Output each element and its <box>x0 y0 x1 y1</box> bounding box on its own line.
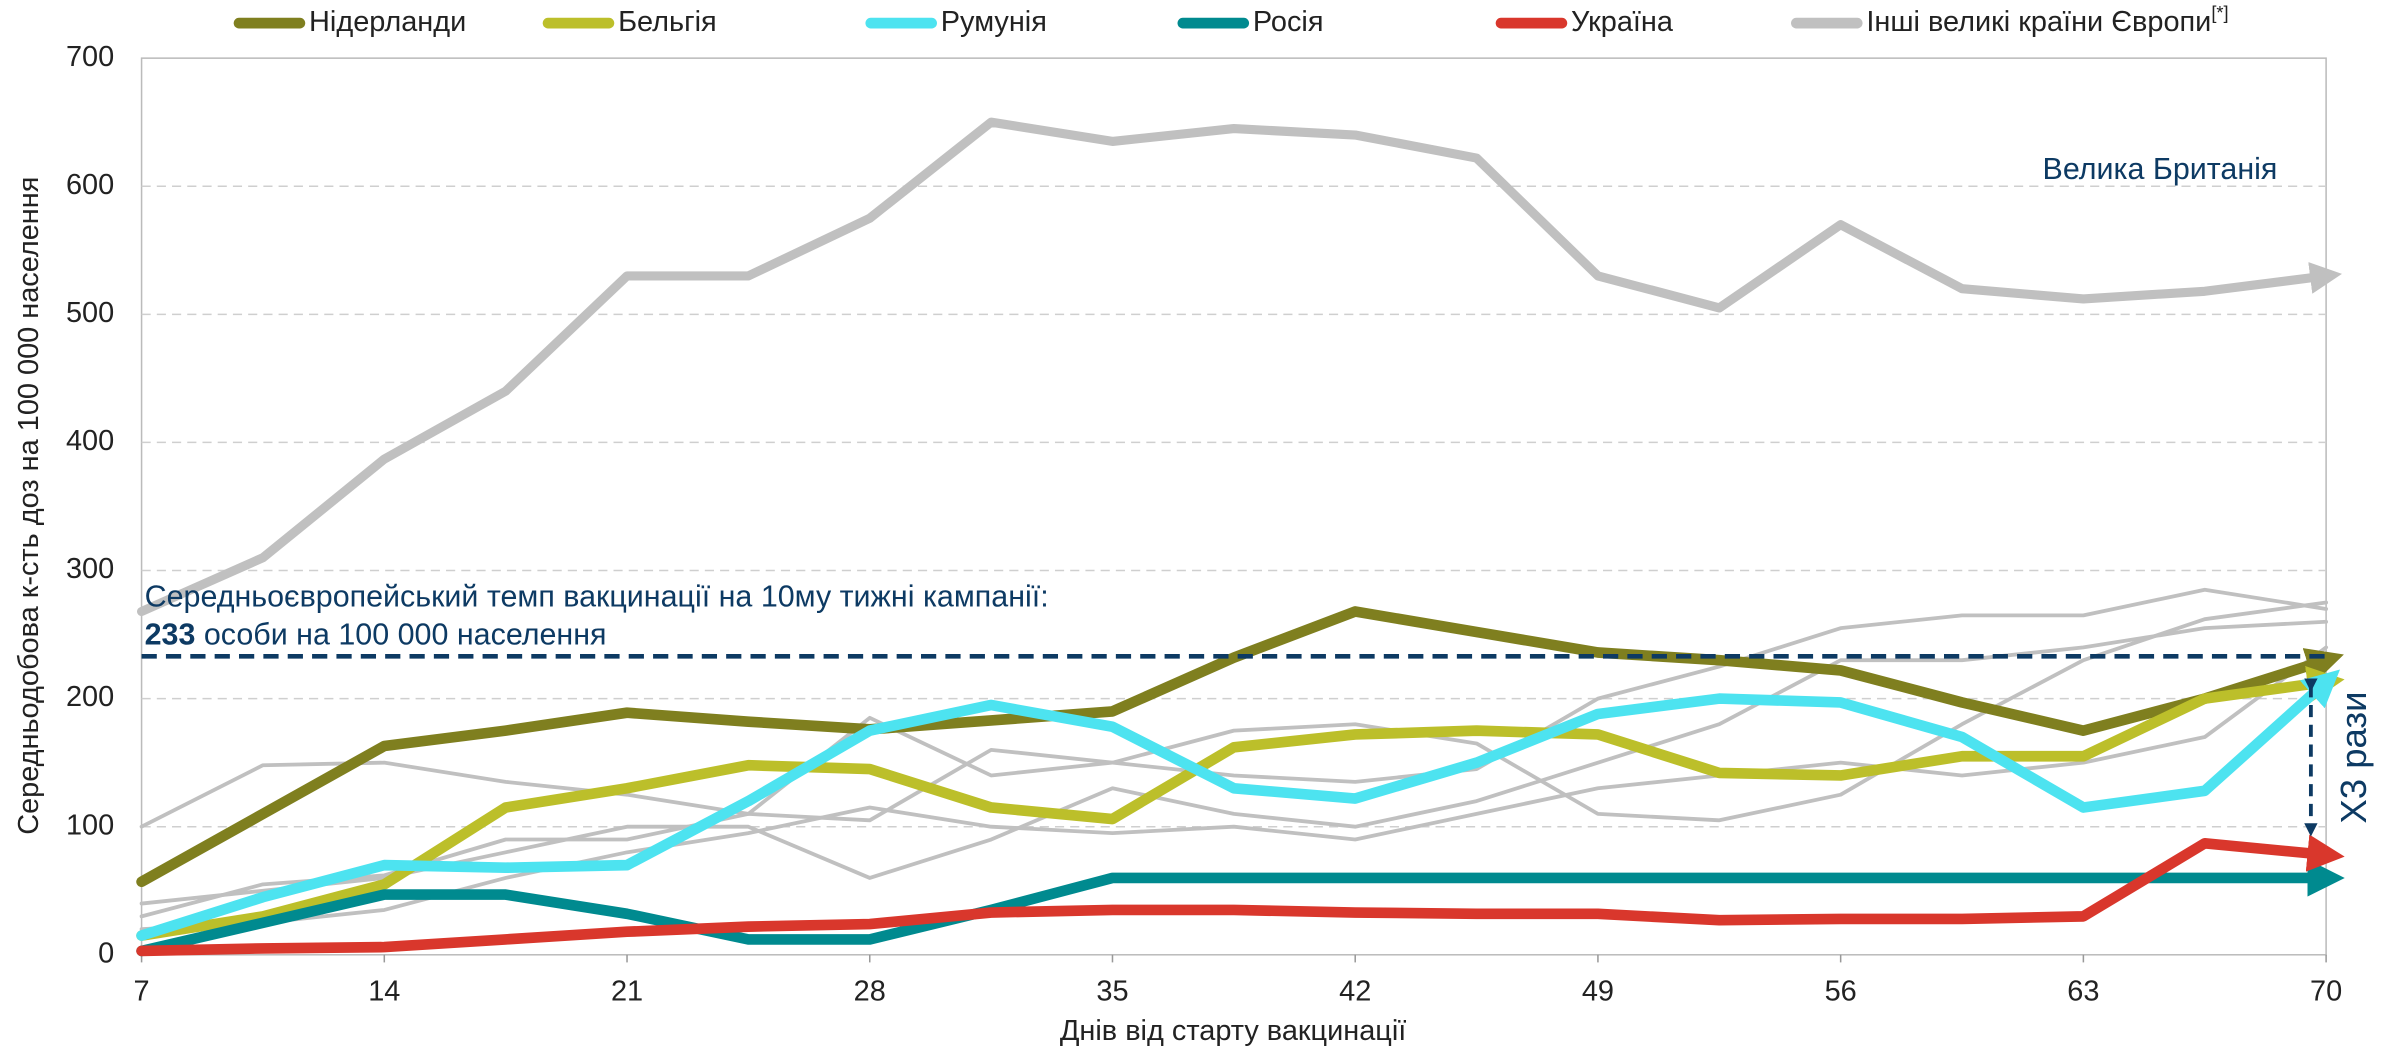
x-tick-label: 56 <box>1825 975 1857 1007</box>
series-line <box>136 669 2340 941</box>
legend-label: Румунія <box>941 6 1047 38</box>
series-label: Велика Британія <box>2043 152 2278 186</box>
y-tick-label: 100 <box>66 809 114 841</box>
legend-label: Росія <box>1253 6 1324 38</box>
x-tick-label: 28 <box>854 975 886 1007</box>
x-tick-label: 21 <box>611 975 643 1007</box>
x-tick-label: 70 <box>2310 975 2342 1007</box>
x-tick-label: 49 <box>1582 975 1614 1007</box>
y-tick-label: 0 <box>98 937 114 969</box>
y-axis-title: Середньодобова к-сть доз на 100 000 насе… <box>13 177 45 835</box>
ratio-annotation: Х3 рази <box>2333 691 2374 823</box>
reference-value: 233 <box>145 618 196 652</box>
legend-name: Румунія <box>941 6 1047 38</box>
x-tick-label: 7 <box>134 975 150 1007</box>
legend-label: Інші великі країни Європи[*] <box>1866 2 2228 38</box>
x-axis-title: Днів від старту вакцинації <box>1060 1015 1406 1047</box>
y-tick-label: 500 <box>66 297 114 329</box>
legend-name: Україна <box>1571 6 1674 38</box>
series-line <box>139 619 2329 906</box>
series-line <box>136 606 2344 888</box>
reference-value-text: 233 особи на 100 000 населення <box>145 618 607 652</box>
reference-text: Середньоєвропейський темп вакцинації на … <box>145 580 1049 614</box>
x-tick-label: 35 <box>1096 975 1128 1007</box>
legend-name: Росія <box>1253 6 1324 38</box>
legend-label: Нідерланди <box>309 6 466 38</box>
series-line <box>136 666 2345 941</box>
legend-name: Інші великі країни Європи <box>1866 6 2211 38</box>
legend-name: Бельгія <box>618 6 717 38</box>
series-line <box>136 859 2345 957</box>
y-tick-label: 600 <box>66 169 114 201</box>
series-line <box>136 834 2345 957</box>
y-tick-label: 700 <box>66 41 114 73</box>
legend-note: [*] <box>2211 2 2228 23</box>
reference-suffix: особи на 100 000 населення <box>204 618 607 652</box>
series-line <box>139 587 2329 919</box>
plot-frame <box>140 57 2327 956</box>
series-line <box>139 600 2329 829</box>
x-tick-label: 42 <box>1339 975 1371 1007</box>
x-tick-label: 63 <box>2067 975 2099 1007</box>
legend-name: Нідерланди <box>309 6 466 38</box>
legend-label: Бельгія <box>618 6 717 38</box>
y-tick-label: 200 <box>66 681 114 713</box>
legend-label: Україна <box>1571 6 1674 38</box>
y-tick-label: 300 <box>66 553 114 585</box>
series-line <box>137 117 2342 617</box>
x-tick-label: 14 <box>368 975 400 1007</box>
y-tick-label: 400 <box>66 425 114 457</box>
series-line <box>139 645 2329 932</box>
